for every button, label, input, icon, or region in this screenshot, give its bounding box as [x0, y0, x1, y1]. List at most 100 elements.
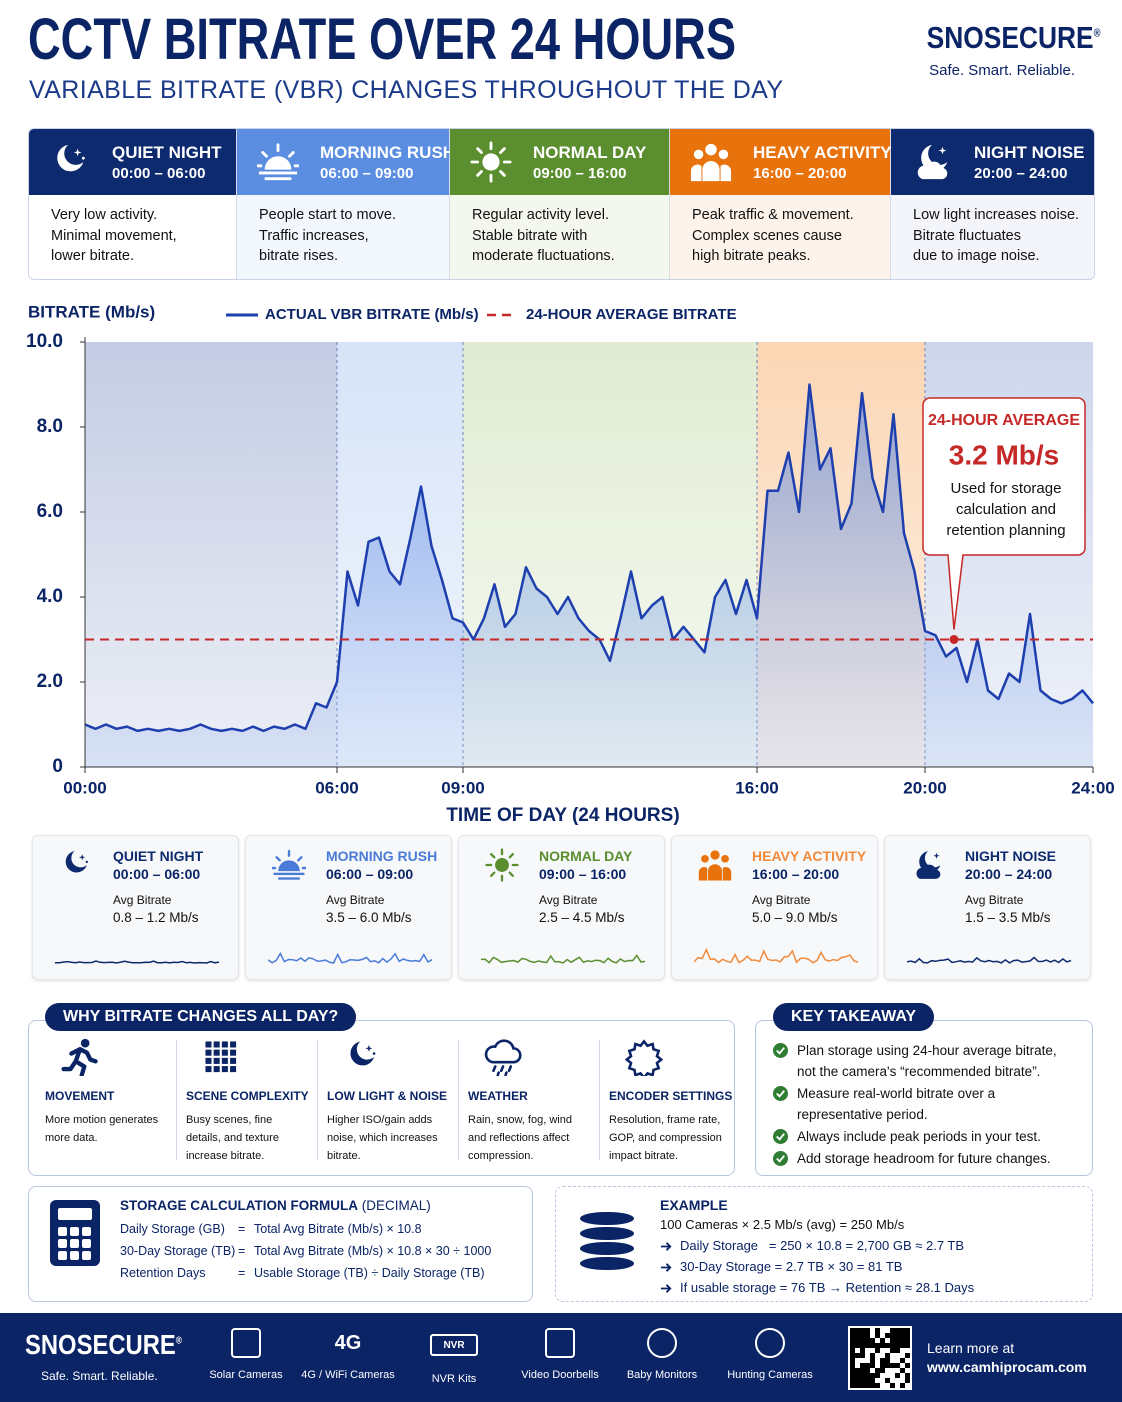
calculator-key — [58, 1251, 67, 1260]
product-label: 4G / WiFi Cameras — [301, 1369, 395, 1381]
why-item-text: Resolution, frame rate, GOP, and compress… — [609, 1111, 744, 1165]
phase-column: NIGHT NOISE 20:00 – 24:00 Low light increa… — [891, 129, 1094, 279]
qr-cell — [890, 1363, 895, 1368]
legend-label: 24-HOUR AVERAGE BITRATE — [526, 306, 737, 323]
icon — [660, 1263, 672, 1272]
icon-part — [776, 1155, 785, 1163]
icon — [257, 143, 299, 181]
qr-cell — [875, 1328, 880, 1333]
qr-cell — [885, 1353, 890, 1358]
takeaway-text: Always include peak periods in your test… — [797, 1129, 1041, 1144]
qr-cell — [900, 1333, 905, 1338]
qr-cell — [860, 1373, 865, 1378]
qr-cell — [895, 1333, 900, 1338]
footer-brand-name: SNOSECURE — [25, 1329, 176, 1360]
description-line: bitrate rises. — [259, 248, 338, 264]
area — [85, 384, 1093, 767]
icon-part — [690, 164, 702, 182]
icon-part — [710, 850, 720, 860]
icon — [484, 1039, 522, 1077]
qr-cell — [855, 1353, 860, 1358]
qr-cell — [885, 1363, 890, 1368]
product-label: Baby Monitors — [626, 1369, 698, 1381]
icon-part — [272, 849, 306, 870]
icon-part — [230, 1041, 237, 1048]
card-name: NORMAL DAY — [539, 848, 633, 864]
icon — [485, 848, 519, 882]
icon-part — [485, 848, 519, 882]
icon — [773, 1043, 788, 1058]
formula-equals: = — [238, 1266, 246, 1280]
qr-cell — [850, 1373, 855, 1378]
chart: BITRATE (Mb/s) 0 2.0 4.0 6.0 8.0 10.0 00:00 06:0… — [26, 302, 1115, 826]
qr-cell — [865, 1373, 870, 1378]
icon-part — [230, 1049, 237, 1056]
database-disk — [580, 1257, 634, 1270]
qr-cell — [875, 1333, 880, 1338]
icon-part — [718, 149, 729, 160]
icon-part — [693, 149, 704, 160]
qr-cell — [855, 1368, 860, 1373]
icon-part — [275, 856, 281, 862]
icon-part — [230, 1057, 237, 1064]
example-intro: 100 Cameras × 2.5 Mb/s (avg) = 250 Mb/s — [660, 1217, 905, 1232]
icon-part — [73, 148, 82, 157]
icon-part — [492, 1065, 513, 1077]
calculator-key — [82, 1251, 91, 1260]
calculator-key — [70, 1251, 79, 1260]
icon-part — [264, 177, 292, 181]
icon-part — [230, 1066, 237, 1073]
why-item-title: WEATHER — [468, 1089, 528, 1103]
icon-part — [79, 854, 86, 861]
phase-time: 09:00 – 16:00 — [533, 165, 627, 182]
icon-part — [484, 1039, 522, 1064]
qr-cell — [895, 1343, 900, 1348]
qr-cell — [900, 1368, 905, 1373]
product-icon-shape — [545, 1328, 575, 1358]
qr-cell — [905, 1333, 910, 1338]
icon-part — [921, 144, 948, 172]
icon-part — [65, 851, 87, 873]
icon-part — [258, 171, 298, 175]
icon-part — [624, 1039, 664, 1080]
qr-cell — [880, 1368, 885, 1373]
annotation-text: calculation and — [956, 501, 1056, 518]
sparkline-path — [907, 956, 1072, 964]
phase-column: MORNING RUSH 06:00 – 09:00 People start to… — [237, 129, 455, 279]
icon — [57, 144, 85, 172]
qr-cell — [905, 1378, 910, 1383]
legend-label: ACTUAL VBR BITRATE (Mb/s) — [265, 306, 479, 323]
qr-cell — [895, 1328, 900, 1333]
why-text-line: noise, which increases — [327, 1132, 438, 1144]
icon-part — [776, 1090, 785, 1098]
qr-cell — [850, 1358, 855, 1363]
why-item-text: More motion generates more data. — [45, 1111, 180, 1147]
why-text-line: GOP, and compression — [609, 1132, 722, 1144]
calculator-key — [82, 1227, 91, 1236]
phase-time: 16:00 – 20:00 — [753, 165, 847, 182]
product-icon — [640, 1325, 684, 1361]
icon — [916, 851, 941, 879]
qr-cell — [890, 1328, 895, 1333]
icon — [773, 1151, 788, 1166]
qr-cell — [890, 1338, 895, 1343]
icon-part — [470, 141, 512, 183]
icon-part — [776, 1133, 785, 1141]
product-icon-shape — [647, 1328, 677, 1358]
icon-part — [698, 867, 708, 881]
qr-cell — [865, 1363, 870, 1368]
qr-cell — [890, 1343, 895, 1348]
divider — [458, 1040, 459, 1160]
icon-part — [508, 853, 514, 859]
icon-part — [708, 864, 722, 881]
database-disk — [580, 1227, 634, 1240]
phase-header: MORNING RUSH 06:00 – 09:00 — [237, 129, 455, 195]
brand-name: SNOSECURE — [926, 20, 1094, 55]
why-text-line: increase bitrate. — [186, 1150, 265, 1162]
icon-part — [492, 1065, 497, 1073]
qr-cell — [850, 1348, 855, 1353]
qr-cell — [860, 1328, 865, 1333]
icon-part — [278, 877, 300, 880]
icon-part — [919, 851, 941, 873]
card-time: 00:00 – 06:00 — [113, 866, 201, 882]
